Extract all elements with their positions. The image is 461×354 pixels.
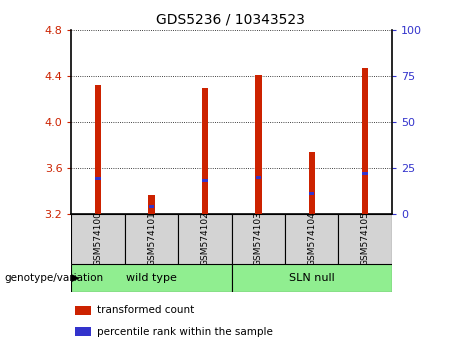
Bar bbox=[202, 179, 207, 182]
Text: SLN null: SLN null bbox=[289, 273, 335, 283]
Text: GSM574105: GSM574105 bbox=[361, 211, 370, 267]
FancyBboxPatch shape bbox=[71, 264, 231, 292]
Bar bbox=[255, 75, 261, 214]
Text: GSM574104: GSM574104 bbox=[307, 212, 316, 266]
Text: percentile rank within the sample: percentile rank within the sample bbox=[97, 327, 273, 337]
Text: GSM574101: GSM574101 bbox=[147, 211, 156, 267]
Bar bbox=[148, 195, 155, 214]
FancyBboxPatch shape bbox=[285, 214, 338, 264]
FancyBboxPatch shape bbox=[231, 264, 392, 292]
Text: GSM574102: GSM574102 bbox=[201, 212, 209, 266]
FancyBboxPatch shape bbox=[71, 214, 125, 264]
Bar bbox=[202, 88, 208, 214]
Text: ▶: ▶ bbox=[71, 273, 80, 283]
Bar bbox=[362, 68, 368, 214]
Text: GSM574100: GSM574100 bbox=[94, 211, 103, 267]
Bar bbox=[75, 306, 91, 315]
Bar bbox=[95, 177, 101, 180]
Text: GDS5236 / 10343523: GDS5236 / 10343523 bbox=[156, 12, 305, 27]
Bar bbox=[149, 205, 154, 207]
Text: transformed count: transformed count bbox=[97, 305, 195, 315]
Bar bbox=[95, 85, 101, 214]
Bar bbox=[75, 327, 91, 336]
Bar bbox=[309, 192, 314, 195]
FancyBboxPatch shape bbox=[231, 214, 285, 264]
Text: GSM574103: GSM574103 bbox=[254, 211, 263, 267]
Text: genotype/variation: genotype/variation bbox=[5, 273, 104, 283]
Bar bbox=[362, 172, 368, 175]
FancyBboxPatch shape bbox=[338, 214, 392, 264]
FancyBboxPatch shape bbox=[178, 214, 231, 264]
FancyBboxPatch shape bbox=[125, 214, 178, 264]
Bar bbox=[256, 176, 261, 179]
Text: wild type: wild type bbox=[126, 273, 177, 283]
Bar bbox=[308, 152, 315, 214]
